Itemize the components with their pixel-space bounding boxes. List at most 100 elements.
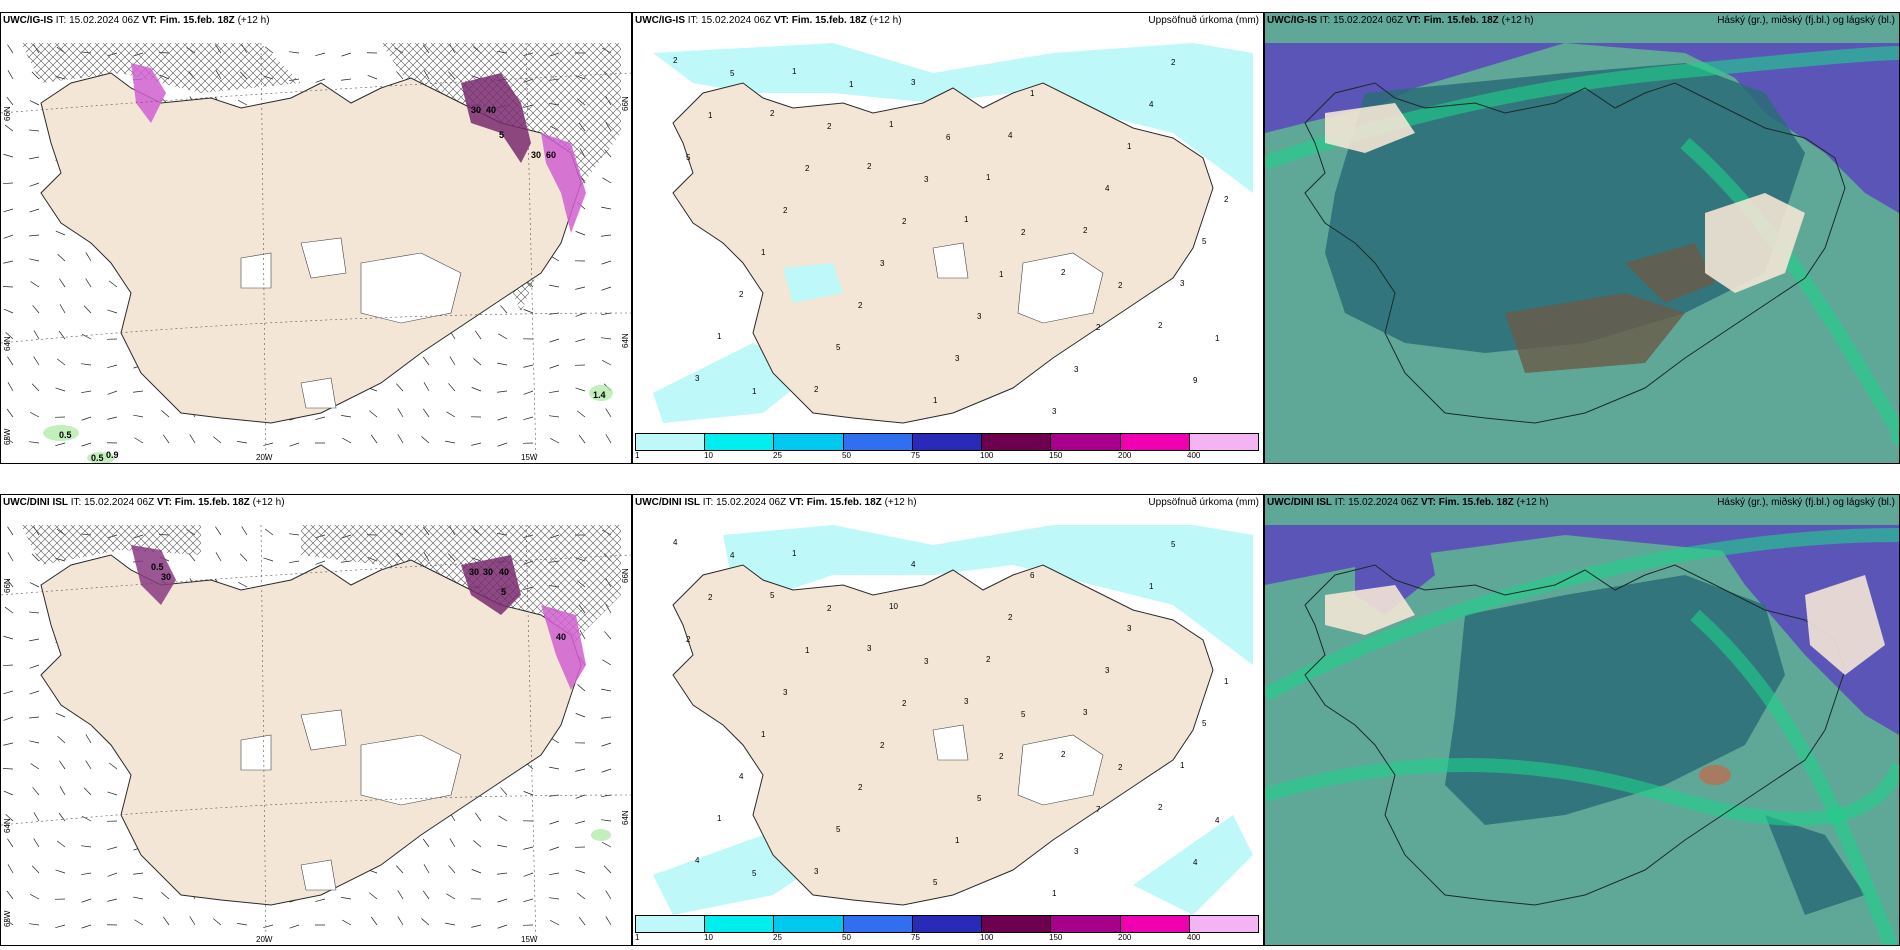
cloud-map-panel-row1: UWC/IG-IS IT: 15.02.2024 06Z VT: Fim. 15… [1264, 12, 1900, 464]
legend-swatch [1051, 916, 1121, 932]
wind-barb [369, 892, 378, 900]
precip-value: 2 [827, 122, 832, 131]
wind-barb [162, 434, 170, 444]
wind-barb [549, 364, 560, 369]
wind-barb [497, 390, 508, 393]
precip-value: 1 [1030, 89, 1035, 98]
precip-value: 1 [1149, 582, 1154, 591]
precip-value: 1 [964, 215, 969, 224]
wind-barb [213, 436, 222, 444]
legend-swatch [636, 916, 706, 932]
wind-value: 0.5 [151, 562, 164, 572]
wind-value: 30 [161, 572, 171, 582]
precip-value: 3 [924, 175, 929, 184]
wind-barb [215, 526, 222, 536]
wind-barb [471, 442, 482, 446]
wind-barb [422, 408, 430, 418]
lat-label: 64N [621, 333, 630, 348]
precip-value: 5 [1202, 237, 1207, 246]
wind-barb [239, 553, 248, 562]
wind-barb [549, 820, 560, 825]
wind-barb [497, 362, 508, 366]
precip-value: 4 [1105, 184, 1110, 193]
wind-barb [448, 383, 456, 392]
wind-barb [3, 635, 14, 640]
legend-tick: 1 [635, 451, 640, 460]
wind-barb [6, 96, 14, 106]
wind-barb [396, 71, 404, 80]
wind-barb [549, 312, 560, 315]
wind-barb [601, 206, 612, 210]
wind-barb [58, 812, 66, 822]
precip-value: 2 [770, 109, 775, 118]
precip-value: 5 [836, 825, 841, 834]
wind-barb [3, 153, 14, 158]
wind-barb [498, 815, 508, 822]
wind-barb [107, 416, 118, 420]
wind-barb [7, 70, 14, 80]
wind-barb [55, 387, 66, 392]
wind-barb [55, 442, 66, 447]
precip-value: 5 [836, 343, 841, 352]
wind-barb [55, 230, 66, 236]
wind-barb [3, 716, 14, 721]
wind-value: 30 [469, 567, 479, 577]
wind-barb [523, 309, 534, 314]
wind-value: 0.9 [106, 450, 119, 460]
precip-value: 2 [673, 56, 678, 65]
wind-barb [81, 390, 92, 394]
precip-value: 3 [1105, 666, 1110, 675]
wind-barb [31, 865, 40, 874]
legend-swatch [705, 434, 775, 450]
wind-barb [188, 553, 196, 562]
wind-barb [446, 411, 456, 418]
wind-barb [289, 442, 300, 447]
legend-swatch [843, 916, 913, 932]
wind-barb [601, 794, 612, 798]
wind-barb [575, 768, 586, 772]
wind-barb [29, 923, 40, 926]
precip-value: 5 [752, 869, 757, 878]
precip-value: 1 [792, 549, 797, 558]
precip-value: 1 [889, 120, 894, 129]
legend-tick: 150 [1049, 451, 1063, 460]
lat-label: 66N [621, 568, 630, 583]
wind-barb [549, 415, 560, 418]
wind-barb [549, 338, 560, 343]
precip-value: 4 [739, 772, 744, 781]
precip-value: 1 [933, 396, 938, 405]
legend-swatch [774, 434, 844, 450]
precip-value: 1 [708, 111, 713, 120]
legend-tick: 50 [842, 933, 851, 942]
wind-barb [601, 819, 612, 822]
precip-value: 1 [999, 270, 1004, 279]
wind-barb [396, 865, 404, 874]
precip-value: 1 [761, 248, 766, 257]
wind-barb [237, 923, 248, 926]
wind-barb [602, 659, 612, 666]
wind-barb [575, 820, 586, 825]
legend-tick: 25 [773, 933, 782, 942]
legend-swatch [1120, 916, 1190, 932]
wind-barb [397, 890, 404, 900]
precip-map-panel-row2: 4 5 3 3 2 2 4 1 10 2 3 1 1 3 4 2 3 5 4 5 5 6 3 1 1 2 1 1 1 2 3 2 5 3 5 2 1 2 2… [632, 494, 1264, 946]
wind-barb [474, 812, 482, 822]
wind-barb [29, 129, 40, 132]
legend-swatch [774, 916, 844, 932]
wind-barb [575, 286, 586, 290]
wind-barb [29, 611, 40, 614]
wind-barb [29, 258, 40, 262]
wind-barb [4, 918, 14, 926]
wind-barb [289, 560, 300, 564]
wind-value: 30 [483, 567, 493, 577]
wind-barb [397, 916, 404, 926]
wind-barb [238, 581, 248, 588]
wind-barb [602, 841, 612, 848]
lat-label: 66N [3, 578, 12, 593]
wind-barb [370, 916, 378, 926]
legend-tick: 1 [635, 933, 640, 942]
wind-barb [133, 414, 144, 418]
precip-value: 2 [1158, 803, 1163, 812]
legend-swatch [912, 434, 983, 450]
precip-value: 1 [717, 332, 722, 341]
